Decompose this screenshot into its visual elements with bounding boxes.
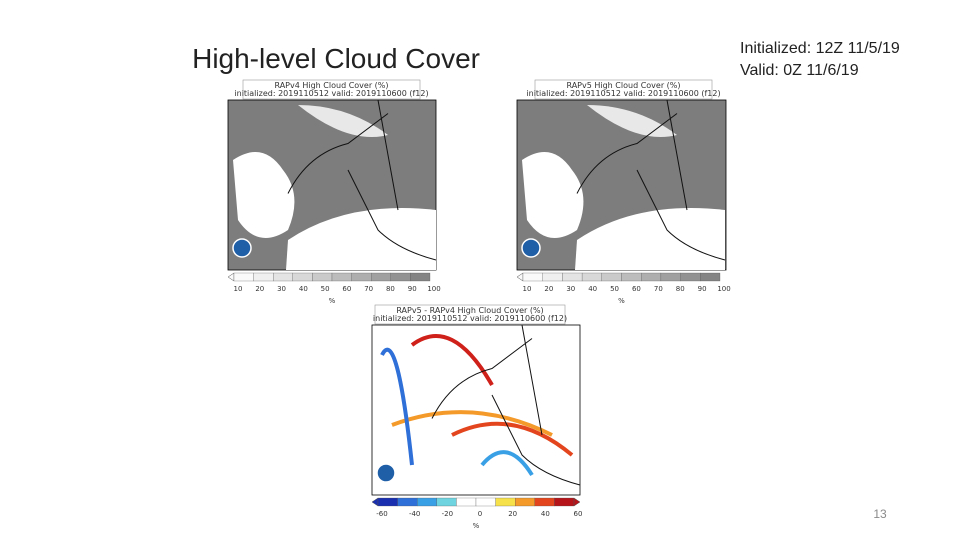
- colorbar-arrow: [516, 272, 524, 282]
- colorbar-segment: [397, 497, 418, 507]
- colorbar-segment: [495, 497, 516, 507]
- header-box: [374, 304, 566, 325]
- colorbar-segment: [621, 272, 642, 282]
- colorbar-tick-label: 60: [342, 285, 351, 293]
- colorbar-tick-label: -20: [442, 510, 453, 518]
- colorbar-segment: [273, 272, 293, 282]
- colorbar-segment: [253, 272, 274, 282]
- colorbar-segment: [660, 272, 681, 282]
- colorbar-segment: [562, 272, 583, 282]
- colorbar-segment: [436, 497, 457, 507]
- logo: [376, 463, 396, 483]
- colorbar-tick-label: 10: [234, 285, 243, 293]
- colorbar-arrow: [573, 497, 581, 507]
- colorbar-unit: %: [618, 297, 625, 305]
- colorbar-tick-label: 70: [364, 285, 373, 293]
- colorbar-segment: [292, 272, 313, 282]
- colorbar-segment: [417, 497, 437, 507]
- colorbar-segment: [581, 272, 602, 282]
- colorbar-segment: [680, 272, 701, 282]
- diff-streak: [480, 450, 534, 477]
- colorbar-segment: [371, 272, 391, 282]
- colorbar-segment: [233, 272, 254, 282]
- page-number: 13: [873, 507, 887, 521]
- map-panel: RAPv4 High Cloud Cover (%)initialized: 2…: [227, 79, 441, 305]
- map-panel: RAPv5 - RAPv4 High Cloud Cover (%)initia…: [371, 304, 583, 530]
- info-line: Valid: 0Z 11/6/19: [740, 62, 859, 79]
- colorbar-segment: [542, 272, 563, 282]
- clear-area: [233, 152, 295, 238]
- colorbar-segment: [390, 272, 411, 282]
- colorbar-segment: [377, 497, 398, 507]
- colorbar-segment: [456, 497, 477, 507]
- colorbar-segment: [554, 497, 575, 507]
- panel-header: initialized: 2019110512 valid: 201911060…: [234, 89, 428, 98]
- colorbar-tick-label: 100: [717, 285, 730, 293]
- clear-area: [522, 152, 584, 238]
- colorbar-tick-label: 50: [321, 285, 330, 293]
- colorbar-segment: [601, 272, 622, 282]
- diff-streak: [451, 421, 574, 457]
- colorbar-tick-label: 0: [478, 510, 482, 518]
- info-line: Initialized: 12Z 11/5/19: [740, 40, 900, 57]
- colorbar-tick-label: -60: [376, 510, 387, 518]
- panel-header: RAPv4 High Cloud Cover (%): [274, 81, 388, 90]
- colorbar-tick-label: 30: [277, 285, 286, 293]
- colorbar-tick-label: 80: [386, 285, 395, 293]
- map-panel: RAPv5 High Cloud Cover (%)initialized: 2…: [516, 79, 731, 305]
- colorbar-tick-label: 20: [544, 285, 553, 293]
- colorbar-tick-label: 90: [698, 285, 707, 293]
- colorbar-tick-label: 80: [676, 285, 685, 293]
- diff-streak: [380, 347, 414, 466]
- clear-area: [286, 208, 436, 270]
- colorbar-segment: [312, 272, 333, 282]
- colorbar-tick-label: 40: [299, 285, 308, 293]
- colorbar-segment: [515, 497, 535, 507]
- colorbar-tick-label: 60: [632, 285, 641, 293]
- colorbar-segment: [534, 497, 555, 507]
- diff-streak: [391, 410, 553, 437]
- panel-header: RAPv5 High Cloud Cover (%): [566, 81, 680, 90]
- colorbar-segment: [410, 272, 431, 282]
- panel-header: initialized: 2019110512 valid: 201911060…: [526, 89, 720, 98]
- coastline: [576, 99, 726, 261]
- colorbar-segment: [522, 272, 543, 282]
- colorbar-tick-label: 10: [523, 285, 532, 293]
- colorbar-tick-label: 30: [566, 285, 575, 293]
- slide-title: High-level Cloud Cover: [192, 43, 480, 74]
- colorbar-unit: %: [329, 297, 336, 305]
- clear-area: [298, 105, 388, 137]
- colorbar-segment: [331, 272, 352, 282]
- colorbar-tick-label: -40: [409, 510, 420, 518]
- colorbar-segment: [700, 272, 721, 282]
- header-box: [534, 79, 713, 100]
- colorbar-tick-label: 60: [574, 510, 583, 518]
- colorbar-tick-label: 20: [508, 510, 517, 518]
- logo: [521, 238, 541, 258]
- colorbar-tick-label: 40: [541, 510, 550, 518]
- header-box: [242, 79, 421, 100]
- panel-header: initialized: 2019110512 valid: 201911060…: [373, 314, 567, 323]
- coastline: [431, 324, 581, 486]
- colorbar-arrow: [371, 497, 379, 507]
- colorbar-tick-label: 20: [255, 285, 264, 293]
- clear-area: [575, 208, 725, 270]
- colorbar-arrow: [227, 272, 235, 282]
- colorbar-segment: [351, 272, 372, 282]
- colorbar-unit: %: [473, 522, 480, 530]
- colorbar-segment: [475, 497, 496, 507]
- colorbar-segment: [641, 272, 662, 282]
- colorbar-tick-label: 70: [654, 285, 663, 293]
- clear-area: [587, 105, 677, 137]
- colorbar-tick-label: 40: [588, 285, 597, 293]
- colorbar-tick-label: 90: [408, 285, 417, 293]
- colorbar-tick-label: 50: [610, 285, 619, 293]
- panel-header: RAPv5 - RAPv4 High Cloud Cover (%): [396, 306, 543, 315]
- colorbar-tick-label: 100: [427, 285, 440, 293]
- logo: [232, 238, 252, 258]
- coastline: [287, 99, 437, 261]
